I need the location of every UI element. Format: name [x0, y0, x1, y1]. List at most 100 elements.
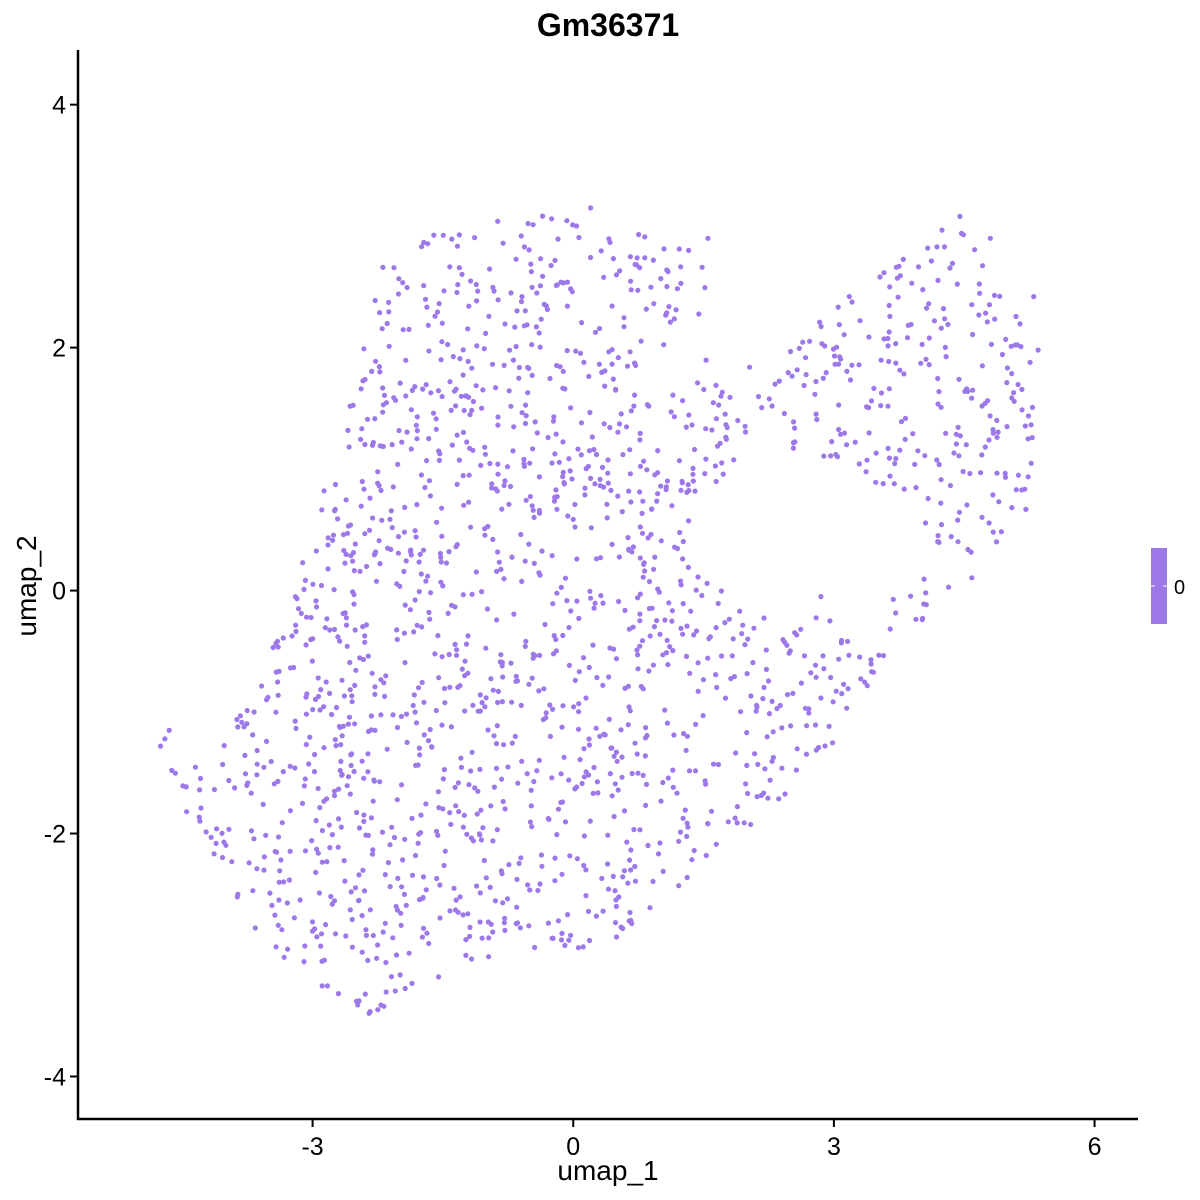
data-point — [864, 457, 870, 463]
data-point — [704, 580, 710, 587]
data-point — [439, 393, 445, 400]
data-point — [947, 482, 954, 489]
data-point — [637, 611, 643, 617]
data-point — [1019, 407, 1025, 413]
data-point — [565, 513, 571, 519]
data-point — [744, 730, 750, 736]
data-point — [612, 888, 618, 894]
data-point — [460, 372, 466, 378]
data-point — [581, 833, 588, 839]
data-point — [451, 388, 458, 394]
data-point — [616, 894, 622, 900]
data-point — [605, 861, 611, 867]
data-point — [394, 636, 400, 643]
data-point — [976, 281, 982, 287]
data-point — [703, 357, 709, 363]
data-point — [901, 486, 907, 492]
data-point — [219, 830, 225, 836]
data-point — [589, 434, 595, 440]
data-point — [316, 890, 322, 896]
data-point — [235, 724, 241, 730]
data-point — [472, 235, 478, 241]
data-point — [343, 551, 349, 558]
data-point — [637, 524, 643, 530]
data-point — [588, 475, 594, 481]
data-point — [679, 478, 685, 484]
data-point — [787, 648, 793, 654]
data-point — [676, 883, 682, 889]
data-point — [836, 402, 842, 408]
data-point — [299, 800, 306, 807]
data-point — [710, 761, 717, 767]
data-point — [956, 453, 962, 459]
data-point — [803, 372, 809, 378]
data-point — [592, 329, 599, 335]
data-point — [573, 223, 580, 229]
data-point — [953, 431, 959, 437]
data-point — [396, 427, 402, 434]
data-point — [628, 408, 634, 414]
data-point — [573, 348, 579, 354]
data-point — [370, 932, 376, 939]
data-point — [445, 341, 451, 348]
data-point — [514, 678, 521, 684]
data-point — [628, 847, 634, 853]
data-point — [425, 241, 431, 247]
data-point — [562, 575, 569, 581]
data-point — [664, 637, 670, 644]
data-point — [396, 276, 402, 282]
data-point — [349, 693, 355, 699]
data-point — [411, 629, 417, 635]
data-point — [550, 651, 557, 657]
data-point — [723, 422, 729, 428]
data-point — [579, 780, 585, 787]
data-point — [725, 819, 731, 825]
data-point — [613, 749, 620, 755]
data-point — [813, 378, 819, 385]
data-point — [379, 517, 385, 523]
data-point — [1025, 436, 1031, 442]
data-point — [938, 522, 945, 528]
data-point — [501, 576, 507, 582]
data-point — [923, 356, 929, 362]
data-point — [626, 488, 632, 494]
data-point — [447, 264, 453, 270]
data-point — [540, 273, 546, 279]
data-point — [522, 308, 528, 314]
data-point — [627, 857, 633, 863]
data-point — [593, 725, 599, 731]
data-point — [183, 784, 189, 790]
data-point — [398, 910, 404, 916]
data-point — [635, 770, 641, 776]
data-point — [327, 627, 333, 633]
data-point — [594, 674, 600, 681]
data-point — [621, 868, 628, 874]
data-point — [441, 767, 447, 773]
data-point — [637, 555, 643, 561]
data-point — [613, 387, 619, 393]
data-point — [876, 652, 882, 658]
data-point — [380, 385, 386, 391]
data-point — [329, 711, 335, 718]
data-point — [560, 703, 566, 709]
data-point — [517, 925, 524, 931]
data-point — [466, 499, 472, 505]
data-point — [342, 560, 348, 566]
data-point — [570, 516, 576, 523]
data-point — [430, 410, 437, 416]
data-point — [505, 764, 511, 770]
data-point — [347, 687, 353, 693]
data-point — [276, 668, 282, 675]
x-tick-label: -3 — [301, 1133, 323, 1161]
data-point — [664, 283, 670, 290]
data-point — [552, 451, 558, 457]
data-point — [763, 666, 770, 673]
data-point — [963, 442, 969, 448]
data-point — [690, 465, 696, 471]
data-point — [412, 709, 418, 715]
data-point — [649, 506, 655, 512]
data-point — [628, 287, 634, 293]
data-point — [684, 874, 690, 881]
data-point — [900, 256, 906, 262]
data-point — [438, 554, 444, 561]
